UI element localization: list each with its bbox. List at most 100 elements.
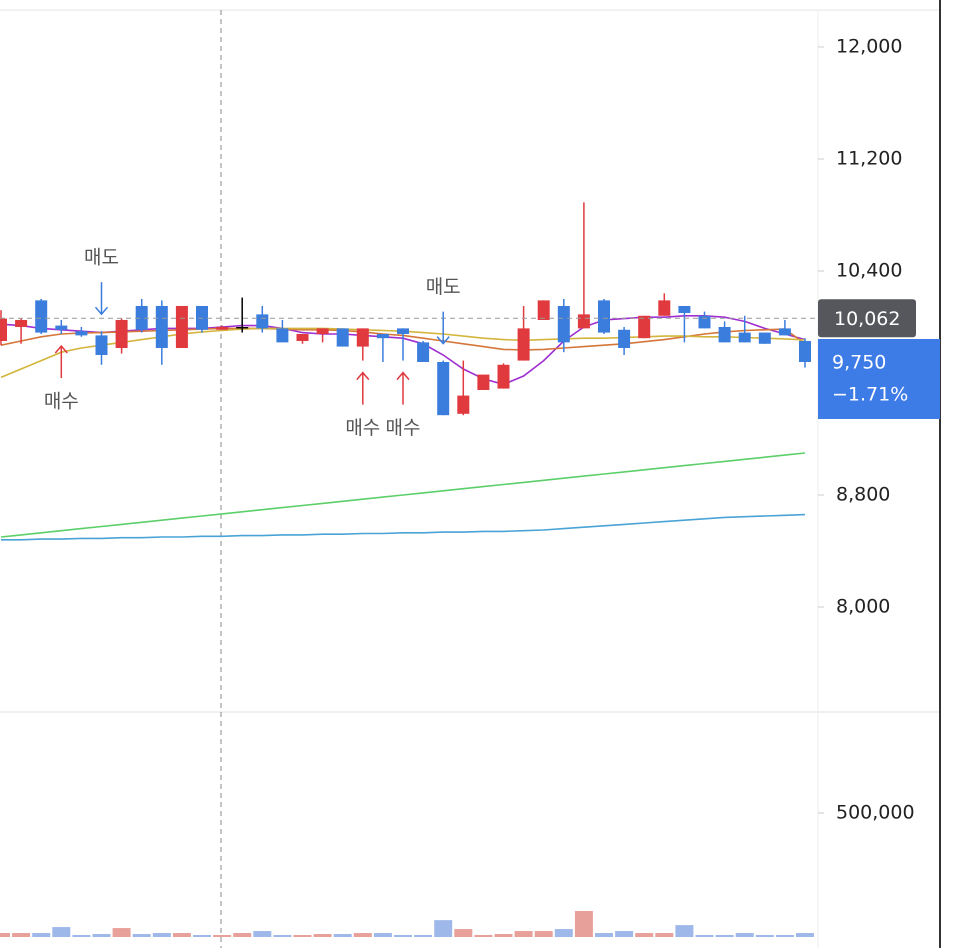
- candle-body: [658, 300, 671, 316]
- volume-bar: [454, 929, 473, 937]
- volume-bar: [796, 933, 814, 937]
- volume-bar: [233, 933, 252, 937]
- candle-body: [276, 328, 289, 343]
- volume-bar: [92, 934, 111, 937]
- sell-label: 매도: [84, 247, 119, 269]
- volume-bar: [333, 934, 352, 937]
- volume-bar: [635, 933, 654, 937]
- price-line-box: [818, 299, 916, 338]
- moving-average: [0, 452, 806, 538]
- volume-bar: [735, 933, 754, 937]
- sell-arrow: [94, 282, 109, 316]
- candle-body: [517, 328, 530, 361]
- volume-bar: [655, 933, 674, 937]
- y-tick-label: 11,200: [836, 147, 902, 169]
- candle-body: [0, 318, 7, 341]
- last-price-box: [818, 338, 940, 419]
- volume-bar: [494, 934, 513, 937]
- candle-body: [497, 364, 510, 389]
- candle-body: [537, 300, 550, 320]
- volume-bar: [293, 935, 312, 937]
- volume-bar: [172, 933, 191, 937]
- moving-average: [1, 513, 806, 541]
- candle-body: [296, 333, 309, 341]
- y-tick-label: 500,000: [836, 801, 915, 823]
- buy-label: 매수: [345, 417, 380, 439]
- y-tick-label: 10,400: [836, 259, 902, 281]
- candle-body: [316, 328, 329, 334]
- candle-body: [155, 305, 168, 348]
- candle-body: [75, 331, 88, 336]
- candle-body: [417, 342, 430, 362]
- candle-body: [678, 305, 691, 313]
- volume-bar: [715, 935, 734, 937]
- candle-body: [376, 333, 389, 339]
- volume-bar: [554, 929, 573, 937]
- volume-bar: [615, 931, 634, 937]
- candle-body: [718, 326, 731, 343]
- volume-bar: [394, 935, 412, 937]
- candle-body: [35, 300, 48, 333]
- candle-body: [95, 335, 108, 355]
- candle-body: [598, 300, 610, 333]
- price-line-label: 10,062: [834, 308, 900, 330]
- buy-arrow: [356, 371, 370, 405]
- volume-bar: [32, 933, 51, 937]
- volume-bar: [112, 928, 131, 937]
- candle-body: [698, 315, 711, 329]
- volume-bar: [72, 935, 91, 937]
- last-price-label: 9,750: [832, 351, 886, 373]
- volume-bar: [695, 935, 714, 937]
- volume-bar: [595, 933, 613, 937]
- volume-bar: [0, 933, 10, 937]
- volume-bar: [193, 935, 211, 937]
- candle-body: [618, 329, 631, 348]
- y-tick-label: 12,000: [836, 35, 902, 57]
- candle-body: [577, 314, 590, 329]
- volume-bar: [12, 933, 31, 937]
- candle-body: [55, 325, 68, 330]
- candle-body: [236, 326, 249, 329]
- candle-body: [336, 328, 349, 347]
- buy-arrow: [396, 371, 410, 405]
- candle-body: [397, 328, 409, 334]
- volume-bar: [313, 934, 332, 937]
- volume-bar: [675, 925, 694, 937]
- volume-bar: [373, 933, 392, 937]
- buy-arrow: [54, 344, 68, 378]
- candle-body: [738, 332, 751, 343]
- candle-body: [799, 340, 811, 362]
- volume-bar: [52, 927, 71, 937]
- volume-bar: [534, 931, 553, 937]
- volume-bar: [414, 935, 433, 937]
- candle-body: [256, 314, 269, 329]
- volume-bar: [353, 933, 372, 937]
- candle-body: [758, 332, 771, 344]
- last-price-change: −1.71%: [832, 383, 908, 405]
- candle-body: [778, 328, 791, 336]
- y-tick-label: 8,800: [836, 483, 890, 505]
- candle-body: [115, 319, 128, 348]
- candle-body: [15, 319, 28, 327]
- volume-bar: [755, 935, 774, 937]
- volume-bar: [434, 920, 453, 937]
- candle-body: [135, 305, 148, 330]
- volume-bar: [253, 931, 272, 937]
- candle-body: [175, 305, 188, 348]
- buy-label: 매수: [44, 390, 79, 412]
- volume-bar: [775, 935, 794, 937]
- buy-label: 매수: [386, 417, 421, 439]
- candle-body: [638, 315, 651, 339]
- candle-body: [557, 305, 570, 343]
- y-tick-label: 8,000: [836, 595, 890, 617]
- candle-body: [356, 328, 369, 347]
- volume-bar: [574, 910, 593, 937]
- volume-bar: [474, 935, 493, 937]
- candle-body: [477, 374, 490, 390]
- volume-bar: [213, 935, 232, 937]
- volume-bar: [132, 934, 151, 937]
- sell-arrow: [436, 311, 450, 345]
- volume-bar: [273, 935, 292, 937]
- volume-bar: [152, 933, 171, 937]
